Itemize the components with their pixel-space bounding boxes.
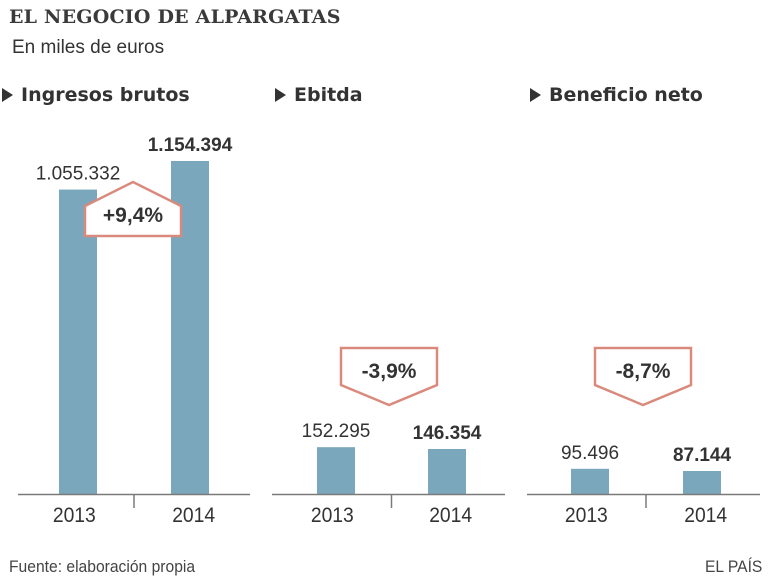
bar-2013 <box>317 447 355 494</box>
panel-title-beneficio: Beneficio neto <box>530 84 703 106</box>
x-tick-label: 2014 <box>172 504 215 527</box>
chart-title: EL NEGOCIO DE ALPARGATAS <box>9 6 341 28</box>
bullet-arrow-icon <box>530 88 541 102</box>
bar-2014 <box>683 471 721 494</box>
change-percentage-label: -3,9% <box>362 360 417 383</box>
change-badge-up <box>83 180 183 238</box>
change-percentage-label: +9,4% <box>103 204 163 227</box>
x-tick-label: 2013 <box>53 504 96 527</box>
change-badge-down <box>593 346 693 407</box>
x-tick-label: 2013 <box>311 504 354 527</box>
panel-title-text: Ingresos brutos <box>21 84 190 106</box>
bar-2013 <box>571 468 609 494</box>
panel-title-text: Ebitda <box>294 84 363 106</box>
data-label-2014: 87.144 <box>673 445 732 466</box>
x-tick-label: 2014 <box>684 504 727 527</box>
bullet-arrow-icon <box>2 88 13 102</box>
x-tick-label: 2014 <box>429 504 472 527</box>
change-percentage-label: -8,7% <box>616 360 671 383</box>
brand-credit: EL PAÍS <box>704 557 762 576</box>
panel-title-ingresos: Ingresos brutos <box>2 84 190 106</box>
source-note: Fuente: elaboración propia <box>9 557 196 576</box>
change-badge-down <box>339 346 439 407</box>
bar-2013 <box>59 189 97 494</box>
data-label-2013: 1.055.332 <box>36 164 121 185</box>
data-label-2013: 95.496 <box>561 443 619 464</box>
x-tick-label: 2013 <box>565 504 608 527</box>
bar-2014 <box>428 449 466 494</box>
data-label-2014: 1.154.394 <box>148 135 233 156</box>
bullet-arrow-icon <box>275 88 286 102</box>
data-label-2013: 152.295 <box>302 421 371 442</box>
panel-title-ebitda: Ebitda <box>275 84 363 106</box>
panel-title-text: Beneficio neto <box>549 84 703 106</box>
data-label-2014: 146.354 <box>413 423 482 444</box>
chart-subtitle: En miles de euros <box>12 37 165 58</box>
